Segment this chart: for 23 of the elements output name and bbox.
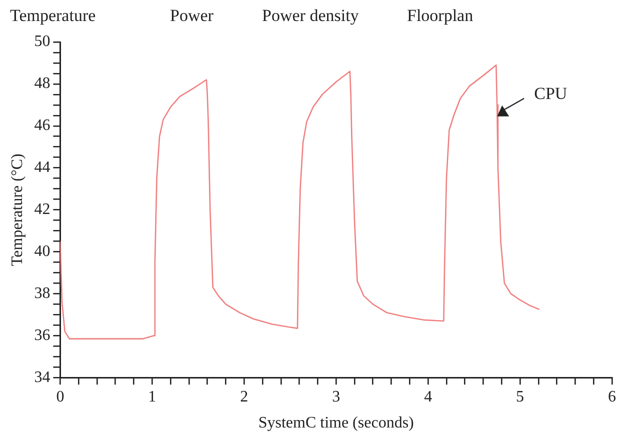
y-tick-label: 44 (34, 159, 50, 176)
y-tick-label: 48 (34, 75, 50, 92)
x-tick-label: 0 (56, 388, 64, 406)
y-tick-label: 50 (34, 33, 50, 50)
x-tick-label: 3 (332, 388, 340, 406)
y-tick-label: 46 (34, 117, 50, 134)
y-tick-label: 42 (34, 201, 50, 218)
text: Power density (262, 6, 359, 26)
y-tick-label: 40 (34, 242, 50, 260)
y-tick-label: 34 (34, 368, 50, 386)
x-tick-label: 4 (424, 388, 432, 406)
text: CPU (534, 84, 568, 103)
x-axis-title: SystemC time (seconds) (258, 414, 414, 432)
y-axis-title: Temperature (°C) (8, 154, 26, 266)
text: Temperature (10, 6, 96, 26)
y-tick-label: 38 (34, 284, 50, 302)
x-tick-label: 2 (240, 388, 248, 406)
x-tick-label: 5 (516, 388, 524, 406)
text: Power (170, 6, 214, 26)
y-tick-label: 36 (34, 326, 50, 344)
x-tick-label: 6 (608, 388, 616, 406)
text: Floorplan (407, 6, 474, 26)
x-tick-label: 1 (148, 388, 156, 406)
